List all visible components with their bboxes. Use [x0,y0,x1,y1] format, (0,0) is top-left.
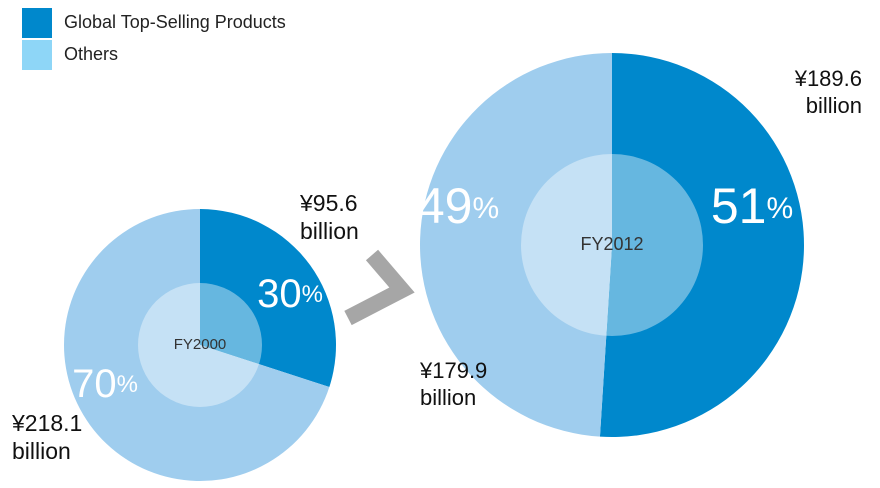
amount-label: ¥189.6 [794,66,862,91]
legend-label: Others [64,44,118,64]
value-label: 51% [711,178,793,234]
amount-label: billion [806,93,862,118]
value-label: 49% [417,178,499,234]
value-label: 30% [257,272,323,316]
value-label: 70% [72,362,138,406]
inner-disc [138,283,262,407]
amount-label: ¥95.6 [299,190,358,216]
amount-label: ¥179.9 [419,358,487,383]
inner-disc [521,154,703,336]
pie-slice [420,53,612,437]
amount-label: billion [420,385,476,410]
arrow [344,249,415,326]
pie-slice [63,209,330,482]
amount-label: billion [12,438,71,464]
legend-swatch [22,40,52,70]
amount-label: billion [300,218,359,244]
center-label: FY2000 [174,336,227,353]
amount-label: ¥218.1 [11,410,82,436]
legend-swatch [22,8,52,38]
pie-slice [200,209,336,388]
legend-label: Global Top-Selling Products [64,12,286,32]
pie-slice [599,53,805,438]
center-label: FY2012 [580,234,643,254]
